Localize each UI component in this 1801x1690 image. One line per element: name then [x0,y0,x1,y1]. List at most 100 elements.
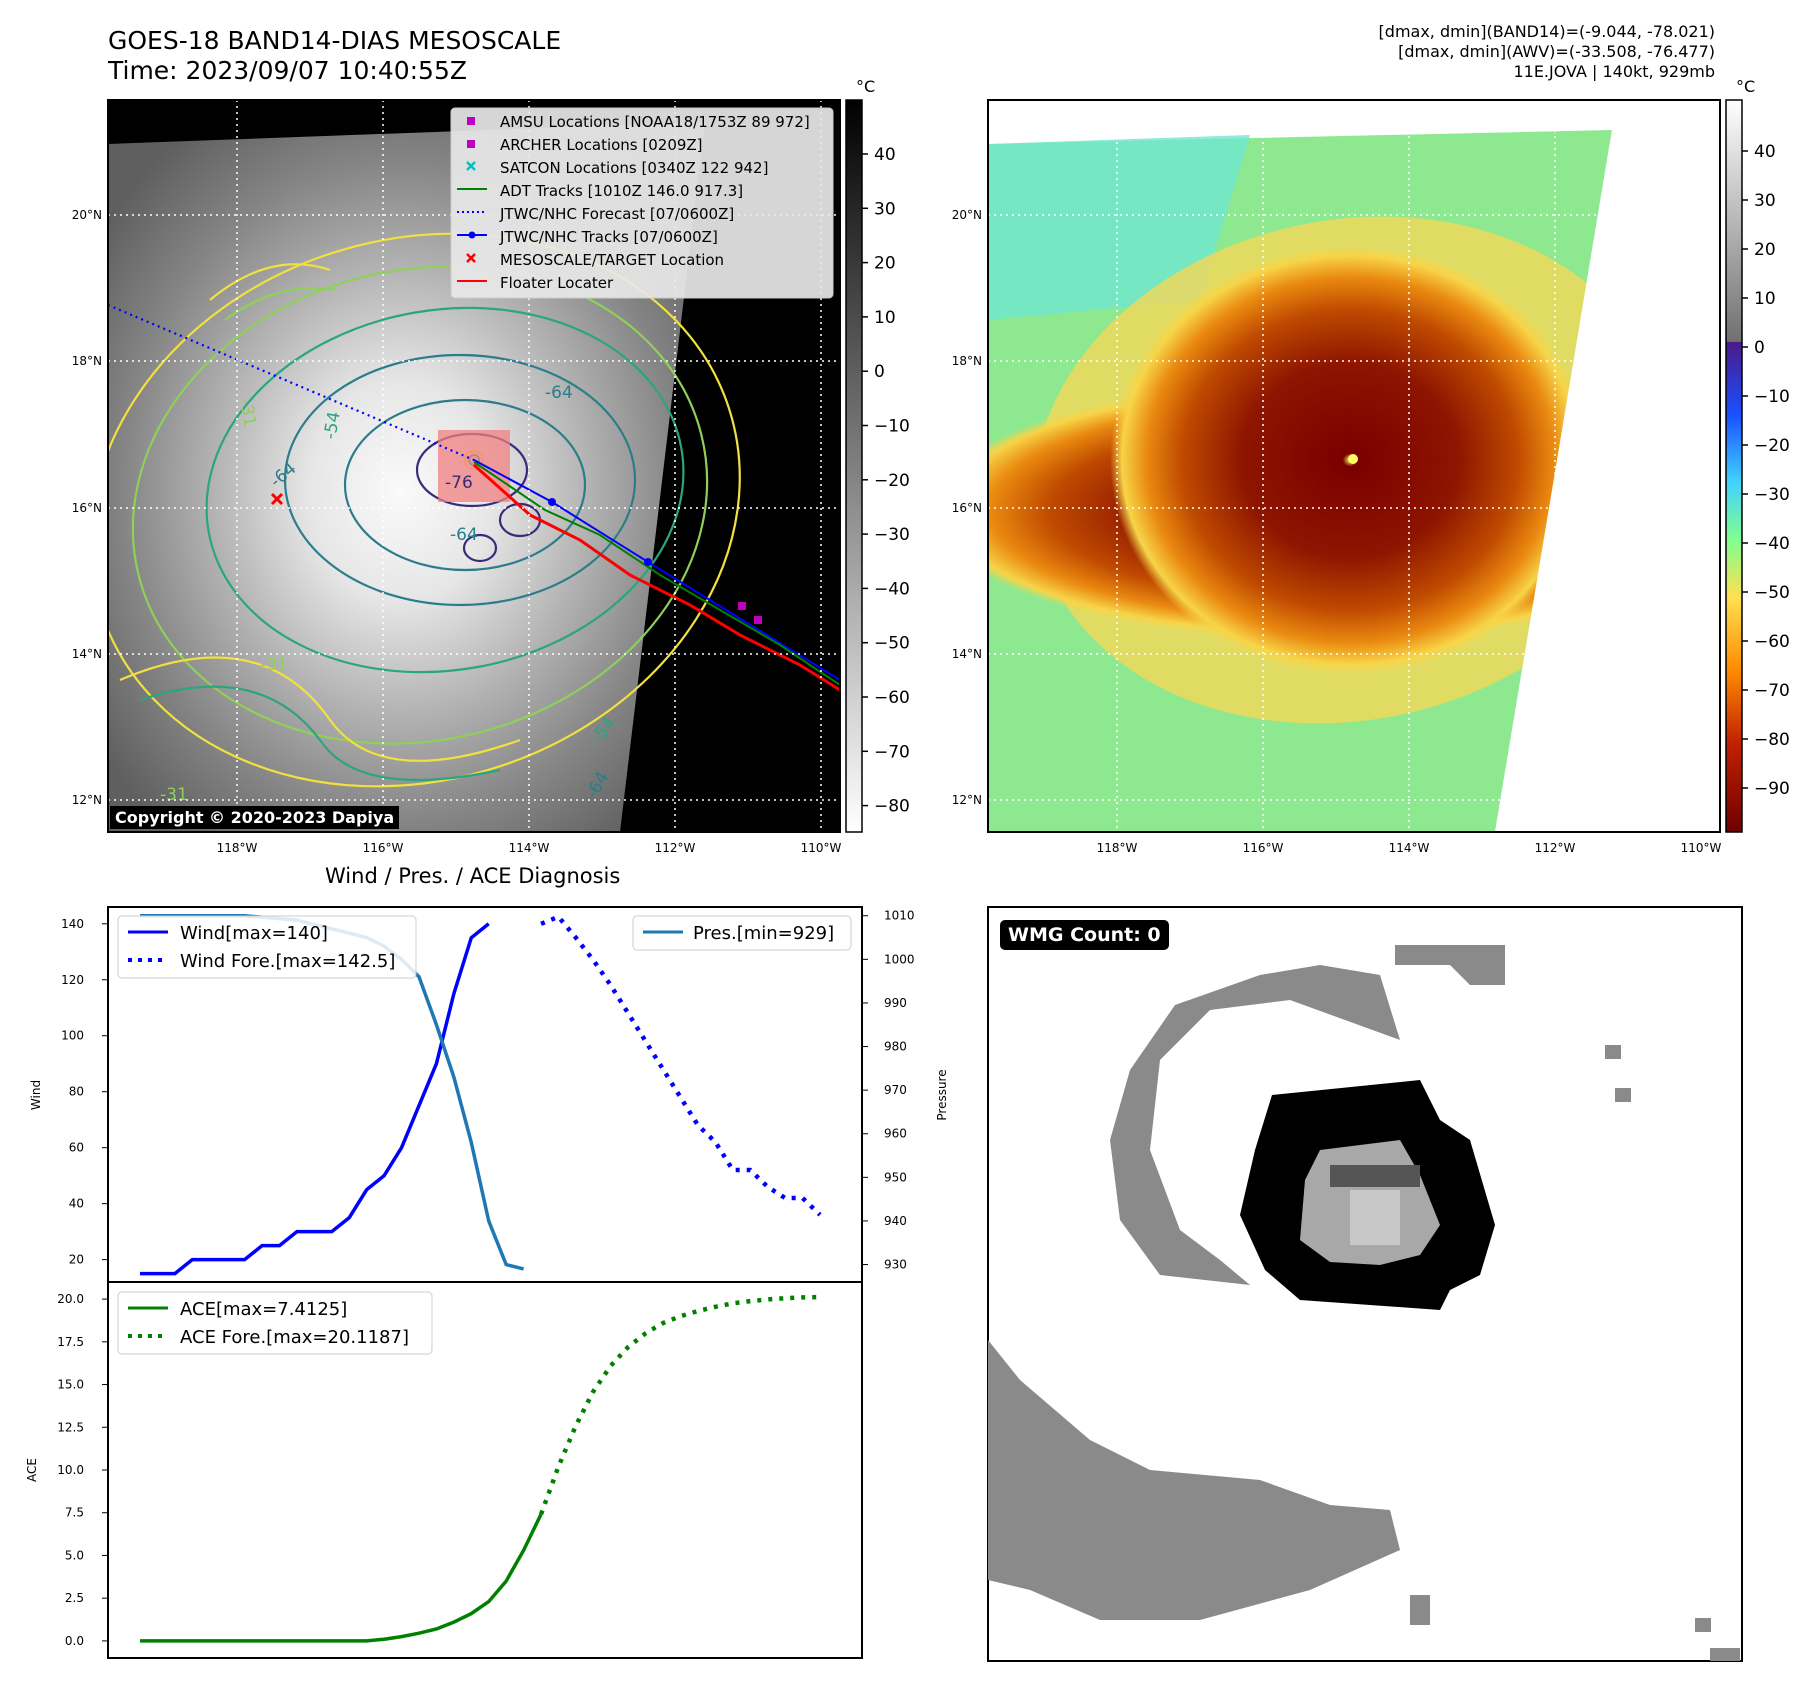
colorbar-gray: °C 40 30 20 10 0 −10 −20 −30 −40 −50 −60 −70 −80 [845,77,910,833]
lon-label: 112°W [655,841,696,855]
colorbar-tick-label: 0 [874,362,885,382]
wmg-count-badge: WMG Count: 0 [1000,920,1169,950]
figure-stats: [dmax, dmin](BAND14)=(-9.044, -78.021) [d… [1379,22,1715,82]
ace-tick-label: 2.5 [65,1591,84,1605]
contour-label: -76 [445,473,473,493]
ace-tick-label: 0.0 [65,1634,84,1648]
color-ir-figure: 20°N 18°N 16°N 14°N 12°N 118°W 116°W 114… [952,77,1790,855]
legend-archer-marker [467,140,475,148]
colorbar-tick-label: −40 [874,579,910,599]
stats-band14: [dmax, dmin](BAND14)=(-9.044, -78.021) [1378,22,1715,41]
color-map-lon-labels: 118°W 116°W 114°W 112°W 110°W [1097,841,1722,855]
target-location-marker [270,492,284,506]
colorbar-tick-label: 40 [1754,142,1776,162]
pressure-tick-label: 950 [884,1170,907,1184]
colorbar-tick-label: 10 [1754,289,1776,309]
colorbar-tick-label: 30 [874,199,896,219]
colorbar-tick-label: −40 [1754,534,1790,554]
colorbar-tick-label: −50 [1754,583,1790,603]
map-lat-labels: 20°N 18°N 16°N 14°N 12°N [72,208,102,807]
wind-tick-label: 60 [69,1141,84,1155]
ir-map-panel: -64 -76 -64 -64 -31 -31 -54 -31 -54 -64 [72,99,842,855]
title-time: Time: 2023/09/07 10:40:55Z [108,56,467,85]
colorbar-tick-label: 30 [1754,191,1776,211]
lat-label: 16°N [72,501,102,515]
lat-label: 12°N [952,793,982,807]
wind-tick-label: 120 [61,973,84,987]
title-satellite: GOES-18 BAND14-DIAS MESOSCALE [108,26,562,55]
contour-label: -31 [260,655,288,675]
colorbar-tick-label: −10 [1754,387,1790,407]
legend-adt: ADT Tracks [1010Z 146.0 917.3] [500,182,743,200]
colorbar-color: °C 40 30 20 10 0 −10 −20 −30 −40 −50 −60 −70 −80 −90 [1725,77,1790,833]
ace-tick-label: 5.0 [65,1548,84,1562]
pressure-tick-label: 980 [884,1040,907,1054]
legend-target-marker [466,253,476,263]
legend-satcon-marker [466,161,476,171]
legend-target: MESOSCALE/TARGET Location [500,251,724,269]
contour-label: -64 [450,525,478,545]
pressure-tick-label: 1000 [884,952,915,966]
colorbar-tick-label: 10 [874,308,896,328]
colorbar-tick-label: 20 [1754,240,1776,260]
series-line [140,1513,543,1643]
legend-ace-fore: ACE Fore.[max=20.1187] [180,1327,409,1348]
lon-label: 116°W [1243,841,1284,855]
colorbar-tick-label: −20 [874,471,910,491]
lon-label: 114°W [509,841,550,855]
pressure-legend: Pres.[min=929] [632,915,852,951]
legend-floater: Floater Locater [500,274,614,292]
colorbar-tick-label: −80 [874,797,910,817]
ace-tick-label: 7.5 [65,1506,84,1520]
pressure-tick-label: 990 [884,996,907,1010]
pressure-tick-label: 930 [884,1258,907,1272]
copyright-label: Copyright © 2020-2023 Dapiya [110,806,400,829]
pressure-axis-label: Pressure [935,1069,949,1120]
ir-map-figure: -64 -76 -64 -64 -31 -31 -54 -31 -54 -64 [72,77,910,855]
lon-label: 110°W [801,841,842,855]
ace-tick-label: 17.5 [57,1335,84,1349]
colorbar-tick-label: 20 [874,254,896,274]
series-line [140,922,490,1276]
wind-axis-label: Wind [29,1080,43,1110]
legend-satcon: SATCON Locations [0340Z 122 942] [500,159,768,177]
colorbar-tick-label: −50 [874,634,910,654]
colorbar-unit: °C [1736,77,1755,96]
contour-label: -54 [320,410,345,441]
legend-tracks: JTWC/NHC Tracks [07/0600Z] [499,228,718,246]
stats-storm: 11E.JOVA | 140kt, 929mb [1513,62,1715,81]
colorbar-tick-label: 40 [874,145,896,165]
ace-axis-label: ACE [25,1458,39,1482]
legend-ace: ACE[max=7.4125] [180,1299,347,1320]
colorbar-tick-label: −20 [1754,436,1790,456]
figure-title: GOES-18 BAND14-DIAS MESOSCALE Time: 2023/… [108,26,561,86]
colorbar-tick-label: −60 [874,688,910,708]
ace-tick-label: 20.0 [57,1292,84,1306]
legend-amsu: AMSU Locations [NOAA18/1753Z 89 972] [500,113,810,131]
pressure-tick-label: 970 [884,1083,907,1097]
diagnosis-chart: 20 40 60 80 100 120 140 930 940 950 960 970 980 990 10… [25,906,949,1659]
legend-forecast: JTWC/NHC Forecast [07/0600Z] [499,205,734,223]
color-ir-panel: 20°N 18°N 16°N 14°N 12°N 118°W 116°W 114… [952,99,1722,855]
wind-tick-label: 100 [61,1029,84,1043]
colorbar-tick-label: −30 [874,525,910,545]
lon-label: 112°W [1535,841,1576,855]
colorbar-tick-label: −80 [1754,730,1790,750]
wind-tick-label: 80 [69,1085,84,1099]
legend-pressure: Pres.[min=929] [693,923,834,944]
ace-panel: 0.0 2.5 5.0 7.5 10.0 12.5 15.0 17.5 20.0 ACE ACE… [25,1281,863,1659]
colorbar-tick-label: −70 [874,742,910,762]
legend-wind: Wind[max=140] [180,923,328,944]
lat-label: 16°N [952,501,982,515]
colorbar-tick-label: −60 [1754,632,1790,652]
lat-label: 18°N [952,354,982,368]
wind-legend: Wind[max=140] Wind Fore.[max=142.5] [117,915,417,979]
colorbar-tick-label: −30 [1754,485,1790,505]
ace-legend: ACE[max=7.4125] ACE Fore.[max=20.1187] [117,1291,433,1355]
map-lon-labels: 118°W 116°W 114°W 112°W 110°W [217,841,842,855]
lat-label: 18°N [72,354,102,368]
ace-tick-label: 15.0 [57,1378,84,1392]
lon-label: 110°W [1681,841,1722,855]
colorbar-tick-label: −90 [1754,779,1790,799]
stats-awv: [dmax, dmin](AWV)=(-33.508, -76.477) [1398,42,1715,61]
